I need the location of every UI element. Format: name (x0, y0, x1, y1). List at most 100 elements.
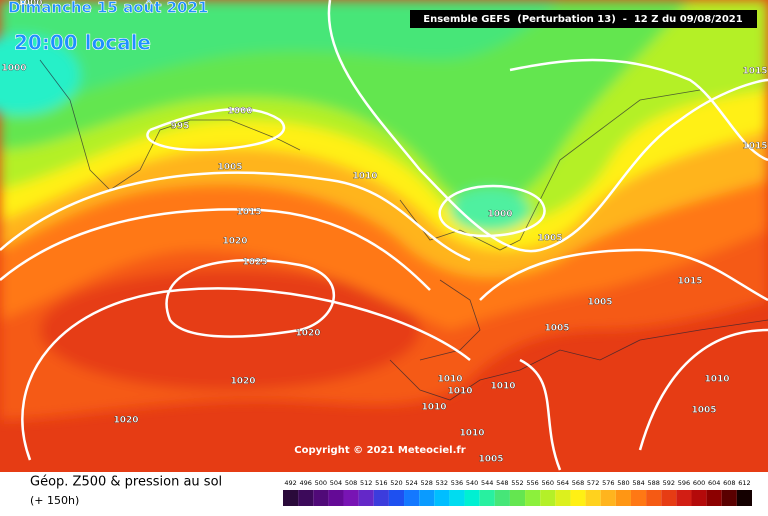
isobar-label: 1015 (677, 277, 702, 287)
scale-swatch (298, 490, 314, 506)
isobar-label: 1005 (544, 324, 569, 334)
scale-label: 600 (693, 479, 705, 487)
isobar-labels: 1000 995 1000 1005 1010 1015 1020 1025 1000 1005 1… (1, 0, 767, 465)
isobar-label: 1010 (421, 403, 446, 413)
scale-swatch (555, 490, 571, 506)
scale-label: 548 (496, 479, 508, 487)
isobar-label: 1000 (17, 0, 42, 9)
scale-swatch (615, 490, 631, 506)
scale-label: 532 (436, 479, 448, 487)
color-scale: 492 496 500 504 508 512 516 520 524 528 532 536 540 5… (283, 479, 752, 506)
scale-swatch (328, 490, 344, 506)
scale-label: 512 (360, 479, 372, 487)
header-box (410, 10, 757, 28)
scale-swatch (540, 490, 556, 506)
scale-label: 524 (405, 479, 417, 487)
isobar-label: 1005 (691, 406, 716, 416)
scale-label: 584 (632, 479, 644, 487)
scale-swatch (600, 490, 616, 506)
scale-label: 592 (663, 479, 675, 487)
scale-label: 492 (284, 479, 296, 487)
scale-label: 528 (421, 479, 433, 487)
scale-label: 536 (451, 479, 463, 487)
scale-swatch (419, 490, 435, 506)
isobar-label: 1000 (227, 107, 252, 117)
scale-label: 560 (542, 479, 554, 487)
isobar-label: 1010 (447, 387, 472, 397)
scale-swatch (449, 490, 465, 506)
scale-swatch (494, 490, 510, 506)
isobar-label: 1020 (230, 377, 255, 387)
scale-label: 504 (330, 479, 342, 487)
scale-swatch (585, 490, 601, 506)
scale-swatch (646, 490, 662, 506)
isobar-label: 1010 (704, 375, 729, 385)
coastlines (39, 59, 768, 401)
scale-swatch (388, 490, 405, 506)
scale-swatch (525, 490, 541, 506)
isobar-label: 1005 (478, 455, 503, 465)
isobar-label: 1000 (487, 210, 512, 220)
isobar-label: 1015 (742, 67, 767, 77)
isobar-label: 1015 (742, 142, 767, 152)
isobar-label: 1010 (352, 172, 377, 182)
scale-swatch (676, 490, 692, 506)
isobar-label: 1020 (295, 329, 320, 339)
scale-label: 588 (647, 479, 659, 487)
scale-swatch (434, 490, 450, 506)
scale-label: 612 (738, 479, 750, 487)
scale-swatch (736, 490, 752, 506)
copyright: Copyright © 2021 Meteociel.fr (294, 445, 465, 456)
scale-swatch (691, 490, 707, 506)
scale-label: 580 (617, 479, 629, 487)
scale-label: 508 (345, 479, 357, 487)
isobar-label: 1020 (222, 237, 247, 247)
scale-swatch (404, 490, 420, 506)
scale-swatch (721, 490, 737, 506)
scale-swatch (358, 490, 374, 506)
scale-swatch (706, 490, 722, 506)
scale-swatch (283, 490, 299, 506)
time: 20:00 locale (14, 31, 151, 55)
isobar-label: 1010 (437, 375, 462, 385)
isobar-label: 1005 (537, 234, 562, 244)
scale-label: 568 (572, 479, 584, 487)
isobar-label: 1000 (1, 64, 26, 74)
isobar-label: 1015 (236, 208, 261, 218)
scale-swatch (464, 490, 480, 506)
scale-label: 576 (602, 479, 614, 487)
scale-swatch (373, 490, 389, 506)
scale-label: 564 (557, 479, 569, 487)
scale-label: 540 (466, 479, 478, 487)
scale-label: 608 (723, 479, 735, 487)
model-header: Ensemble GEFS (Perturbation 13) - 12 Z d… (423, 14, 742, 25)
isobar-label: 995 (171, 122, 190, 132)
date: Dimanche 15 août 2021 (8, 0, 208, 17)
isobar-label: 1010 (490, 382, 515, 392)
legend-lead: (+ 150h) (30, 494, 79, 507)
scale-label: 552 (511, 479, 523, 487)
scale-label: 604 (708, 479, 720, 487)
isobar-label: 1005 (587, 298, 612, 308)
legend-title: Géop. Z500 & pression au sol (30, 475, 222, 490)
isobar-label: 1025 (242, 258, 267, 268)
scale-label: 496 (299, 479, 311, 487)
scale-swatch (570, 490, 586, 506)
isobar-label: 1005 (217, 163, 242, 173)
isobar-label: 1010 (459, 429, 484, 439)
scale-swatch (479, 490, 495, 506)
scale-label: 516 (375, 479, 387, 487)
scale-swatch (509, 490, 526, 506)
scale-label: 544 (481, 479, 493, 487)
scale-label: 596 (678, 479, 690, 487)
scale-label: 520 (390, 479, 402, 487)
scale-swatch (313, 490, 329, 506)
scale-label: 572 (587, 479, 599, 487)
scale-label: 556 (526, 479, 538, 487)
isobars (0, 0, 768, 471)
isobar-label: 1020 (113, 416, 138, 426)
scale-label: 500 (315, 479, 327, 487)
scale-swatch (343, 490, 359, 506)
